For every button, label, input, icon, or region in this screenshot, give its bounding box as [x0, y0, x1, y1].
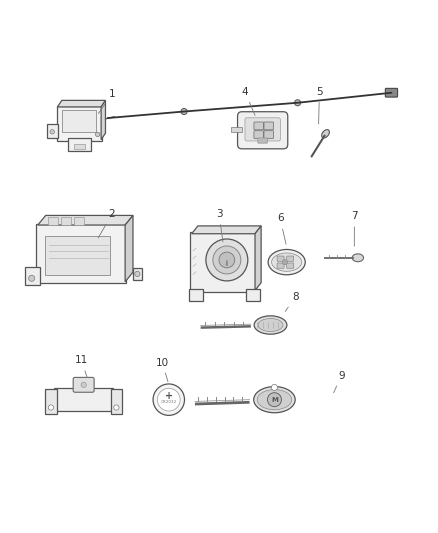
- Polygon shape: [38, 215, 133, 225]
- Polygon shape: [101, 100, 106, 140]
- FancyBboxPatch shape: [277, 263, 284, 268]
- FancyBboxPatch shape: [68, 138, 91, 151]
- Circle shape: [268, 393, 282, 407]
- Polygon shape: [231, 127, 242, 133]
- FancyBboxPatch shape: [287, 256, 293, 261]
- FancyBboxPatch shape: [45, 236, 110, 275]
- Ellipse shape: [258, 318, 283, 332]
- Text: +: +: [165, 391, 173, 401]
- Polygon shape: [125, 215, 133, 282]
- Circle shape: [114, 405, 119, 410]
- Text: 3: 3: [215, 209, 223, 242]
- FancyBboxPatch shape: [189, 289, 203, 301]
- Circle shape: [283, 260, 288, 265]
- FancyBboxPatch shape: [254, 122, 264, 130]
- Text: M: M: [271, 397, 278, 402]
- FancyBboxPatch shape: [36, 224, 127, 283]
- Ellipse shape: [254, 316, 287, 334]
- FancyBboxPatch shape: [133, 268, 142, 280]
- FancyBboxPatch shape: [246, 289, 260, 301]
- Wedge shape: [226, 260, 228, 265]
- FancyBboxPatch shape: [111, 389, 122, 414]
- FancyBboxPatch shape: [264, 122, 274, 130]
- Polygon shape: [255, 226, 261, 290]
- Text: 11: 11: [75, 356, 88, 377]
- Circle shape: [213, 246, 241, 274]
- FancyBboxPatch shape: [25, 266, 39, 285]
- FancyBboxPatch shape: [54, 389, 113, 411]
- Text: 1: 1: [99, 89, 115, 114]
- Circle shape: [153, 384, 184, 415]
- FancyBboxPatch shape: [61, 217, 71, 224]
- Ellipse shape: [268, 249, 305, 275]
- Circle shape: [272, 384, 278, 391]
- Circle shape: [206, 239, 248, 281]
- Circle shape: [48, 405, 53, 410]
- FancyBboxPatch shape: [63, 110, 96, 133]
- Circle shape: [50, 130, 54, 134]
- Text: 2: 2: [98, 209, 115, 238]
- FancyBboxPatch shape: [191, 232, 256, 292]
- FancyBboxPatch shape: [73, 377, 94, 392]
- Text: 4: 4: [242, 87, 255, 116]
- FancyBboxPatch shape: [57, 106, 102, 141]
- Text: 9: 9: [334, 370, 345, 393]
- FancyBboxPatch shape: [245, 118, 280, 141]
- Circle shape: [81, 382, 86, 387]
- Ellipse shape: [352, 254, 364, 262]
- FancyBboxPatch shape: [74, 143, 85, 149]
- Polygon shape: [192, 226, 261, 234]
- Ellipse shape: [272, 253, 302, 271]
- Ellipse shape: [254, 386, 295, 413]
- Circle shape: [294, 100, 300, 106]
- Ellipse shape: [321, 130, 329, 138]
- FancyBboxPatch shape: [385, 88, 398, 97]
- FancyBboxPatch shape: [48, 217, 58, 224]
- FancyBboxPatch shape: [277, 256, 284, 261]
- FancyBboxPatch shape: [47, 124, 58, 138]
- FancyBboxPatch shape: [74, 217, 84, 224]
- FancyBboxPatch shape: [254, 131, 264, 139]
- Circle shape: [157, 389, 180, 411]
- Circle shape: [135, 271, 140, 277]
- FancyBboxPatch shape: [258, 138, 268, 143]
- Polygon shape: [57, 100, 106, 107]
- Circle shape: [181, 108, 187, 115]
- Circle shape: [28, 275, 35, 281]
- Circle shape: [95, 132, 100, 136]
- FancyBboxPatch shape: [45, 389, 57, 414]
- Text: 8: 8: [285, 292, 299, 311]
- Text: 6: 6: [277, 214, 286, 244]
- Text: 7: 7: [351, 211, 358, 246]
- Ellipse shape: [257, 390, 292, 410]
- FancyBboxPatch shape: [237, 112, 288, 149]
- FancyBboxPatch shape: [287, 263, 293, 268]
- Text: CR2032: CR2032: [161, 400, 177, 404]
- Circle shape: [219, 252, 235, 268]
- Text: 5: 5: [316, 87, 323, 124]
- FancyBboxPatch shape: [264, 131, 274, 139]
- Text: 10: 10: [155, 358, 169, 382]
